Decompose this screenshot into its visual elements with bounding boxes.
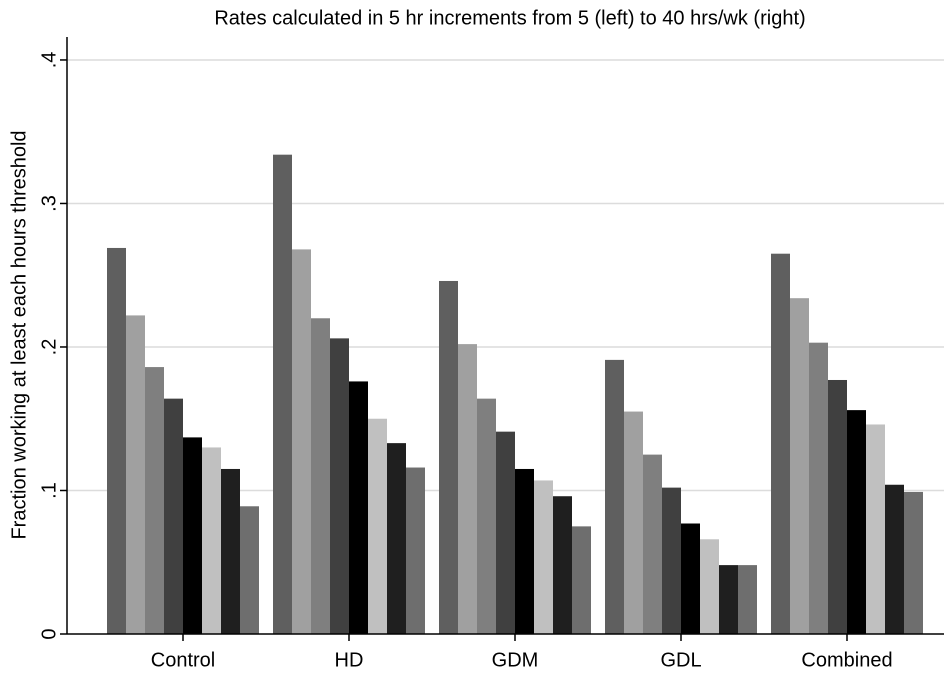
y-tick-label: .2: [38, 339, 60, 356]
bar: [515, 468, 534, 634]
bar: [866, 424, 885, 634]
bar: [107, 247, 126, 634]
y-tick-label: .3: [38, 195, 60, 212]
bar: [719, 565, 738, 634]
bar: [790, 298, 809, 634]
bar: [885, 484, 904, 634]
x-tick-label: Control: [151, 649, 215, 671]
bar: [662, 487, 681, 634]
bar: [572, 526, 591, 634]
bar: [292, 249, 311, 634]
bar: [221, 468, 240, 634]
bar: [311, 318, 330, 634]
bar: [553, 496, 572, 634]
bar: [273, 154, 292, 634]
bar: [439, 280, 458, 634]
bar: [738, 565, 757, 634]
bar: [458, 344, 477, 634]
bar: [406, 467, 425, 634]
y-tick-label: 0: [38, 628, 60, 639]
bar: [477, 398, 496, 634]
bar: [164, 398, 183, 634]
bar: [183, 437, 202, 634]
bar: [605, 359, 624, 634]
y-tick-label: .4: [38, 52, 60, 69]
bar: [534, 480, 553, 634]
y-axis-title: Fraction working at least each hours thr…: [8, 130, 30, 539]
bar: [624, 411, 643, 634]
x-tick-label: GDM: [492, 649, 539, 671]
x-tick-label: Combined: [801, 649, 892, 671]
bar: [643, 454, 662, 634]
bar: [349, 381, 368, 634]
bar: [202, 447, 221, 634]
bar: [145, 367, 164, 634]
bar: [771, 253, 790, 634]
y-tick-label: .1: [38, 482, 60, 499]
bar: [126, 315, 145, 634]
bar: [496, 431, 515, 634]
bar: [904, 491, 923, 634]
bar: [330, 338, 349, 634]
x-tick-label: GDL: [660, 649, 701, 671]
bar: [828, 379, 847, 634]
bar: [700, 539, 719, 634]
bar: [847, 410, 866, 634]
chart-title: Rates calculated in 5 hr increments from…: [214, 7, 805, 29]
bar: [681, 523, 700, 634]
bar: [387, 443, 406, 634]
bar: [809, 342, 828, 634]
bar: [368, 418, 387, 634]
x-tick-label: HD: [335, 649, 364, 671]
bar: [240, 506, 259, 634]
